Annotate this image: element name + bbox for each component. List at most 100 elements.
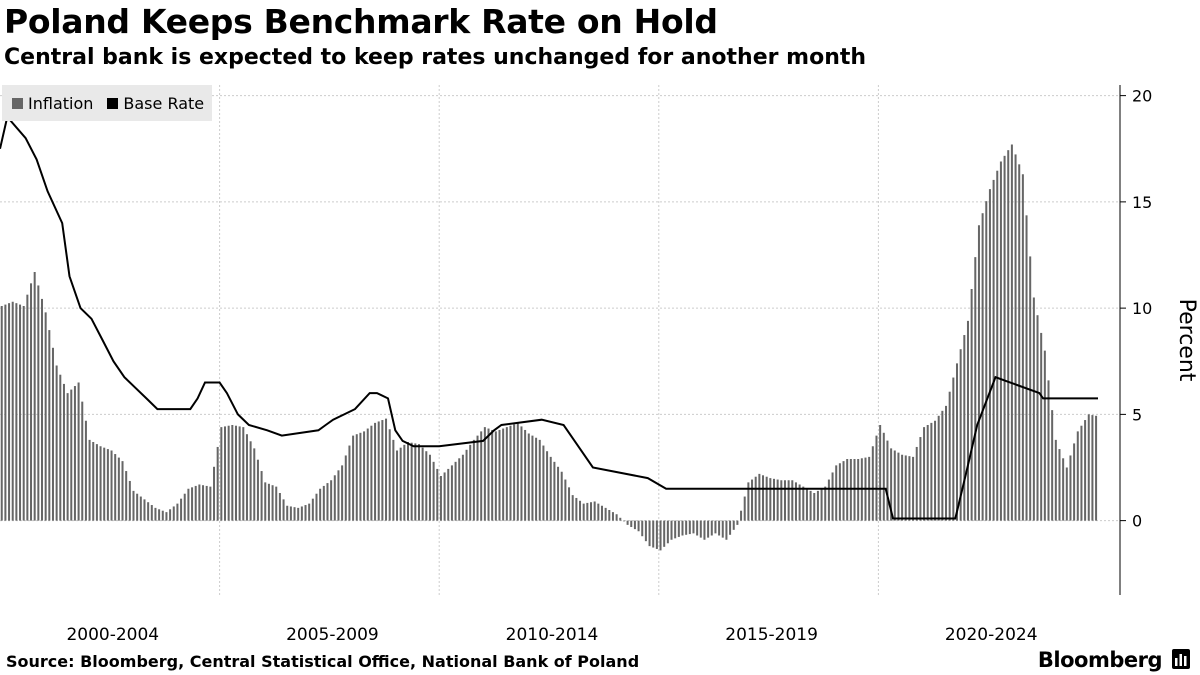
x-tick-label: 2010-2014 [506, 625, 599, 645]
inflation-bar [505, 427, 508, 521]
inflation-bar [688, 520, 691, 535]
inflation-bar [297, 507, 300, 521]
inflation-bar [494, 431, 497, 521]
inflation-bar [202, 485, 205, 521]
inflation-bar [743, 496, 746, 521]
inflation-bar [685, 520, 688, 535]
inflation-bar [180, 498, 183, 521]
inflation-bar [191, 487, 194, 521]
inflation-bar [330, 480, 333, 521]
inflation-bar [780, 480, 783, 521]
inflation-bar [374, 422, 377, 521]
inflation-bar [626, 520, 629, 525]
inflation-bar [388, 429, 391, 521]
inflation-bar [352, 435, 355, 521]
inflation-bar [707, 520, 710, 538]
chart-subtitle: Central bank is expected to keep rates u… [4, 45, 867, 70]
inflation-bar [106, 449, 109, 521]
inflation-bar [611, 512, 614, 521]
inflation-bar [33, 272, 36, 521]
inflation-bar [871, 446, 874, 521]
inflation-bar [714, 520, 717, 534]
inflation-bar [245, 434, 248, 521]
inflation-bar [498, 429, 501, 521]
inflation-bar [399, 447, 402, 521]
inflation-bar [794, 482, 797, 521]
inflation-bar [158, 509, 161, 521]
inflation-bar [37, 285, 40, 521]
inflation-bar [147, 502, 150, 521]
inflation-bar [875, 435, 878, 521]
inflation-bar [114, 454, 117, 521]
inflation-bar [564, 479, 567, 521]
inflation-bar [439, 476, 442, 521]
inflation-bar [436, 468, 439, 521]
inflation-bar [893, 450, 896, 521]
inflation-bar [904, 455, 907, 521]
inflation-bar [121, 461, 124, 521]
inflation-bar [1080, 425, 1083, 521]
inflation-bar [70, 389, 73, 521]
legend-item-base-rate: Base Rate [107, 94, 204, 113]
inflation-bar [824, 486, 827, 521]
inflation-bar [366, 428, 369, 521]
y-axis: 0 5 10 15 20 [1119, 85, 1152, 595]
inflation-bar [754, 476, 757, 521]
inflation-bar [363, 431, 366, 521]
inflation-bar [966, 320, 969, 521]
inflation-bar [557, 466, 560, 521]
y-tick-label: 10 [1132, 299, 1152, 318]
inflation-bar [344, 455, 347, 521]
inflation-bar [725, 520, 728, 540]
inflation-bar [633, 520, 636, 530]
inflation-bar [55, 365, 58, 521]
inflation-bar [99, 446, 102, 521]
inflation-bar [1087, 414, 1090, 521]
inflation-bar [117, 457, 120, 521]
inflation-bar [615, 514, 618, 521]
y-tick-label: 0 [1132, 512, 1142, 531]
chart-title: Poland Keeps Benchmark Rate on Hold [4, 2, 718, 41]
inflation-bar [516, 422, 519, 521]
inflation-bar [677, 520, 680, 537]
inflation-bar [509, 425, 512, 521]
inflation-bar [619, 517, 622, 521]
inflation-bar [4, 304, 7, 521]
inflation-bar [136, 493, 139, 521]
inflation-bar [110, 450, 113, 521]
inflation-bar [838, 463, 841, 521]
inflation-bar [853, 459, 856, 521]
inflation-bar [729, 520, 732, 535]
inflation-bar [820, 488, 823, 521]
inflation-bar [450, 465, 453, 521]
inflation-bar [772, 478, 776, 521]
gridlines [0, 85, 1120, 595]
inflation-bar [955, 363, 959, 521]
inflation-bar [150, 505, 153, 521]
inflation-bar [915, 446, 918, 521]
inflation-bar [527, 433, 530, 521]
inflation-bar [846, 459, 849, 521]
inflation-bar [520, 426, 523, 521]
inflation-bar [267, 483, 270, 521]
inflation-bar [249, 441, 252, 521]
inflation-bar [227, 425, 230, 521]
inflation-bar [337, 470, 340, 521]
inflation-bar [751, 479, 754, 521]
inflation-bar [414, 443, 417, 521]
inflation-bar [62, 383, 65, 521]
inflation-bar [103, 447, 106, 521]
inflation-bar [319, 488, 322, 521]
inflation-bar [644, 520, 647, 542]
inflation-bar [531, 435, 534, 521]
inflation-bar [879, 425, 882, 521]
inflation-bar [143, 499, 146, 521]
inflation-bar [154, 507, 157, 521]
inflation-bar [1076, 431, 1079, 521]
inflation-bar [948, 391, 951, 521]
inflation-bar [912, 456, 915, 521]
inflation-bar [959, 349, 962, 521]
inflation-bar [835, 465, 838, 521]
inflation-bar [275, 486, 278, 521]
inflation-bar [198, 484, 201, 521]
